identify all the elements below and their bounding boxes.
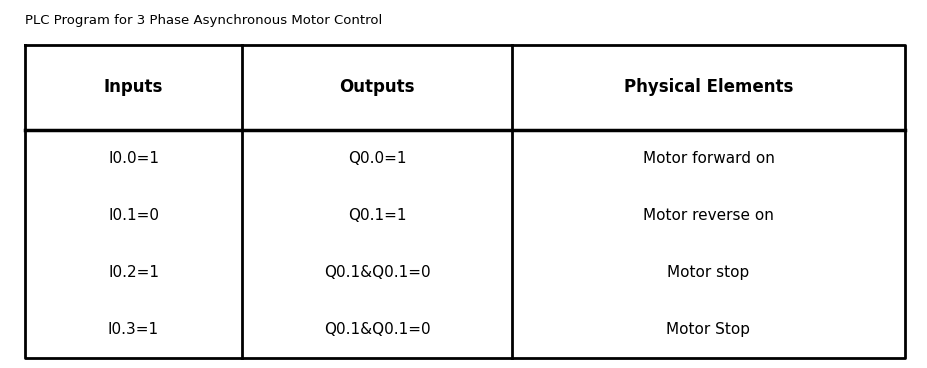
Text: I0.3=1: I0.3=1 <box>108 322 159 337</box>
Text: I0.2=1: I0.2=1 <box>108 265 159 280</box>
Text: Motor forward on: Motor forward on <box>641 151 774 166</box>
Text: PLC Program for 3 Phase Asynchronous Motor Control: PLC Program for 3 Phase Asynchronous Mot… <box>25 14 382 27</box>
Text: Motor Stop: Motor Stop <box>666 322 750 337</box>
Text: Inputs: Inputs <box>104 78 163 96</box>
Text: Outputs: Outputs <box>339 78 414 96</box>
Text: I0.1=0: I0.1=0 <box>108 208 159 223</box>
Text: Motor reverse on: Motor reverse on <box>642 208 773 223</box>
Text: Q0.1&Q0.1=0: Q0.1&Q0.1=0 <box>324 322 430 337</box>
Text: I0.0=1: I0.0=1 <box>108 151 159 166</box>
Text: Q0.0=1: Q0.0=1 <box>348 151 406 166</box>
Text: Physical Elements: Physical Elements <box>623 78 793 96</box>
Text: Motor stop: Motor stop <box>667 265 749 280</box>
Text: Q0.1&Q0.1=0: Q0.1&Q0.1=0 <box>324 265 430 280</box>
Text: Q0.1=1: Q0.1=1 <box>348 208 406 223</box>
